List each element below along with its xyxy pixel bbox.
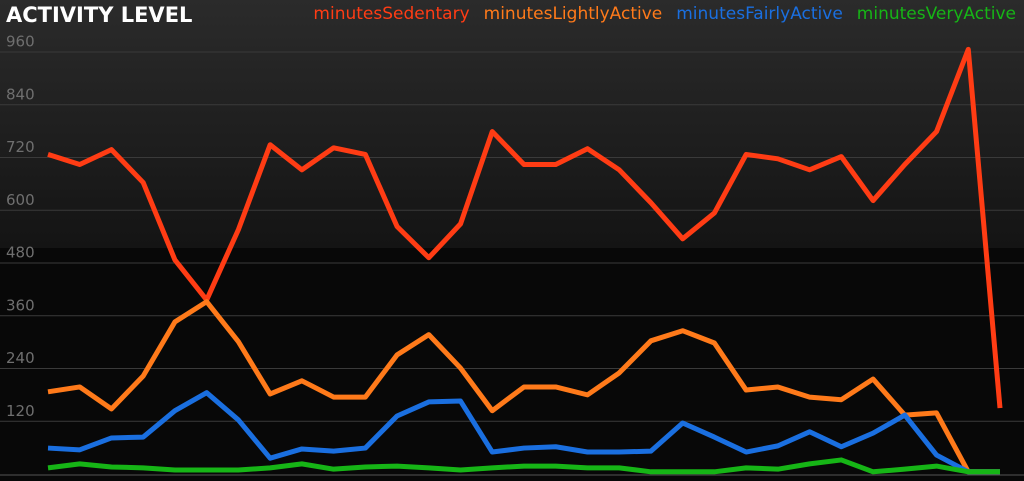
background-bottom — [0, 248, 1024, 481]
y-tick-label: 240 — [6, 349, 35, 367]
background-top — [0, 0, 1024, 248]
y-tick-label: 120 — [6, 402, 35, 420]
y-tick-label: 840 — [6, 85, 35, 103]
y-tick-label: 360 — [6, 296, 35, 314]
y-tick-label: 480 — [6, 244, 35, 262]
series-line — [47, 299, 1000, 475]
y-tick-label: 960 — [6, 33, 35, 51]
series-line — [47, 457, 1000, 475]
legend-entry: minutesSedentary — [313, 4, 469, 24]
legend: minutesVeryActive minutesFairlyActive minu… — [313, 4, 1016, 24]
y-tick-label: 600 — [6, 191, 35, 209]
series-line — [47, 390, 1000, 475]
legend-entry: minutesVeryActive — [857, 4, 1016, 24]
y-tick-label: 720 — [6, 138, 35, 156]
legend-entry: minutesFairlyActive — [676, 4, 843, 24]
chart-title: ACTIVITY LEVEL — [6, 3, 192, 27]
legend-entry: minutesLightlyActive — [484, 4, 663, 24]
